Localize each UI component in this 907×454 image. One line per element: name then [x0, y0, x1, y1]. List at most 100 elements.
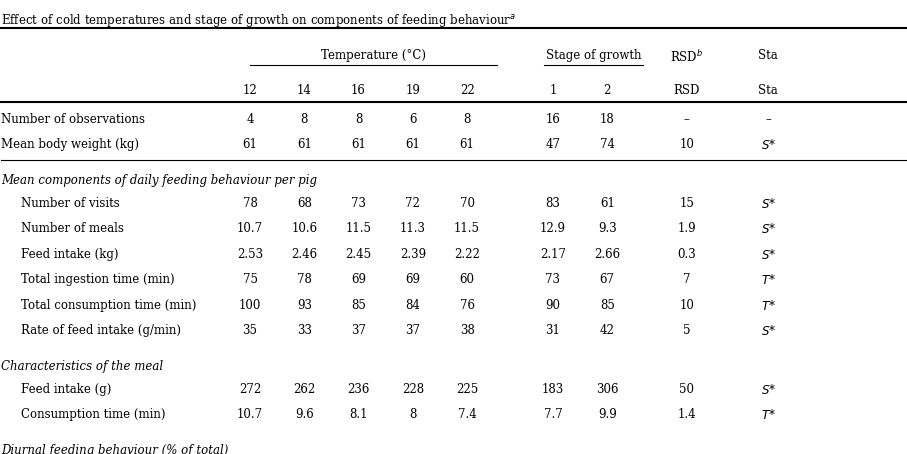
Text: 90: 90 — [545, 299, 561, 312]
Text: 61: 61 — [297, 138, 312, 151]
Text: 67: 67 — [600, 273, 615, 286]
Text: 228: 228 — [402, 383, 424, 396]
Text: 9.9: 9.9 — [598, 409, 617, 421]
Text: 7.4: 7.4 — [458, 409, 476, 421]
Text: Number of observations: Number of observations — [2, 113, 145, 126]
Text: 31: 31 — [545, 325, 561, 337]
Text: –: – — [766, 113, 771, 126]
Text: 236: 236 — [347, 383, 370, 396]
Text: 2.22: 2.22 — [454, 248, 480, 261]
Text: 10.6: 10.6 — [291, 222, 317, 235]
Text: 75: 75 — [242, 273, 258, 286]
Text: 10: 10 — [679, 299, 694, 312]
Text: 42: 42 — [600, 325, 615, 337]
Text: 15: 15 — [679, 197, 694, 210]
Text: 73: 73 — [545, 273, 561, 286]
Text: $\mathit{T}$*: $\mathit{T}$* — [761, 409, 775, 423]
Text: 9.3: 9.3 — [598, 222, 617, 235]
Text: 50: 50 — [679, 383, 694, 396]
Text: 10: 10 — [679, 138, 694, 151]
Text: 9.6: 9.6 — [295, 409, 314, 421]
Text: 61: 61 — [351, 138, 366, 151]
Text: 61: 61 — [242, 138, 258, 151]
Text: Total ingestion time (min): Total ingestion time (min) — [21, 273, 175, 286]
Text: 8: 8 — [300, 113, 308, 126]
Text: 72: 72 — [405, 197, 420, 210]
Text: 5: 5 — [683, 325, 690, 337]
Text: 7: 7 — [683, 273, 690, 286]
Text: Consumption time (min): Consumption time (min) — [21, 409, 166, 421]
Text: 306: 306 — [596, 383, 619, 396]
Text: 2.46: 2.46 — [291, 248, 317, 261]
Text: 37: 37 — [351, 325, 366, 337]
Text: 225: 225 — [456, 383, 478, 396]
Text: Diurnal feeding behaviour (% of total): Diurnal feeding behaviour (% of total) — [2, 444, 229, 454]
Text: 8: 8 — [463, 113, 471, 126]
Text: 85: 85 — [351, 299, 366, 312]
Text: RSD$^{b}$: RSD$^{b}$ — [670, 49, 704, 64]
Text: 8.1: 8.1 — [349, 409, 368, 421]
Text: Feed intake (g): Feed intake (g) — [21, 383, 112, 396]
Text: Effect of cold temperatures and stage of growth on components of feeding behavio: Effect of cold temperatures and stage of… — [2, 12, 516, 29]
Text: 16: 16 — [351, 84, 366, 97]
Text: Feed intake (kg): Feed intake (kg) — [21, 248, 119, 261]
Text: 38: 38 — [460, 325, 474, 337]
Text: 37: 37 — [405, 325, 420, 337]
Text: 69: 69 — [405, 273, 420, 286]
Text: 93: 93 — [297, 299, 312, 312]
Text: $\mathit{S}$*: $\mathit{S}$* — [761, 138, 775, 152]
Text: 1: 1 — [550, 84, 557, 97]
Text: 85: 85 — [600, 299, 615, 312]
Text: $\mathit{S}$*: $\mathit{S}$* — [761, 383, 775, 397]
Text: 2.66: 2.66 — [594, 248, 620, 261]
Text: 73: 73 — [351, 197, 366, 210]
Text: 272: 272 — [239, 383, 261, 396]
Text: 83: 83 — [545, 197, 561, 210]
Text: 183: 183 — [541, 383, 564, 396]
Text: Characteristics of the meal: Characteristics of the meal — [2, 360, 163, 373]
Text: 78: 78 — [242, 197, 258, 210]
Text: 6: 6 — [409, 113, 416, 126]
Text: 22: 22 — [460, 84, 474, 97]
Text: 10.7: 10.7 — [237, 409, 263, 421]
Text: 11.3: 11.3 — [400, 222, 425, 235]
Text: Number of meals: Number of meals — [21, 222, 124, 235]
Text: 8: 8 — [355, 113, 362, 126]
Text: 8: 8 — [409, 409, 416, 421]
Text: 47: 47 — [545, 138, 561, 151]
Text: 7.7: 7.7 — [543, 409, 562, 421]
Text: 78: 78 — [297, 273, 312, 286]
Text: $\mathit{T}$*: $\mathit{T}$* — [761, 299, 775, 313]
Text: 1.4: 1.4 — [678, 409, 696, 421]
Text: 262: 262 — [293, 383, 316, 396]
Text: Rate of feed intake (g/min): Rate of feed intake (g/min) — [21, 325, 181, 337]
Text: Stage of growth: Stage of growth — [546, 49, 641, 62]
Text: 2.53: 2.53 — [237, 248, 263, 261]
Text: 100: 100 — [239, 299, 261, 312]
Text: 11.5: 11.5 — [346, 222, 372, 235]
Text: $\mathit{T}$*: $\mathit{T}$* — [761, 273, 775, 287]
Text: 76: 76 — [460, 299, 474, 312]
Text: RSD: RSD — [674, 84, 700, 97]
Text: 70: 70 — [460, 197, 474, 210]
Text: Mean components of daily feeding behaviour per pig: Mean components of daily feeding behavio… — [2, 174, 317, 187]
Text: 69: 69 — [351, 273, 366, 286]
Text: 12: 12 — [243, 84, 258, 97]
Text: 2: 2 — [603, 84, 611, 97]
Text: 2.39: 2.39 — [400, 248, 426, 261]
Text: $\mathit{S}$*: $\mathit{S}$* — [761, 197, 775, 211]
Text: 61: 61 — [460, 138, 474, 151]
Text: 14: 14 — [297, 84, 312, 97]
Text: 84: 84 — [405, 299, 420, 312]
Text: 11.5: 11.5 — [454, 222, 480, 235]
Text: 0.3: 0.3 — [678, 248, 697, 261]
Text: 35: 35 — [242, 325, 258, 337]
Text: Number of visits: Number of visits — [21, 197, 120, 210]
Text: 33: 33 — [297, 325, 312, 337]
Text: 19: 19 — [405, 84, 420, 97]
Text: 60: 60 — [460, 273, 474, 286]
Text: –: – — [684, 113, 689, 126]
Text: 61: 61 — [405, 138, 420, 151]
Text: 10.7: 10.7 — [237, 222, 263, 235]
Text: 2.45: 2.45 — [346, 248, 372, 261]
